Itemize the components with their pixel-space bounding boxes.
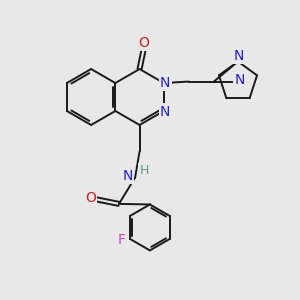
Text: N: N <box>233 49 244 63</box>
Text: F: F <box>118 233 126 248</box>
Text: O: O <box>85 191 96 205</box>
Text: N: N <box>234 73 244 87</box>
Text: N: N <box>123 169 133 183</box>
Text: H: H <box>139 164 149 177</box>
Text: N: N <box>160 76 170 90</box>
Text: N: N <box>160 105 170 118</box>
Text: O: O <box>139 35 149 50</box>
